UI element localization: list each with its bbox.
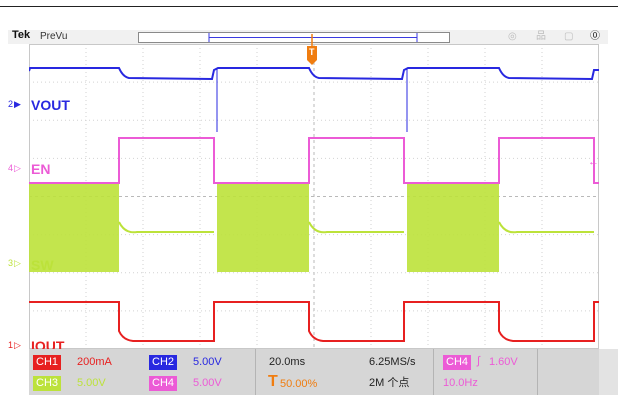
ch2-scale: 5.00V bbox=[193, 356, 222, 368]
ch3-sw-burst bbox=[217, 184, 309, 272]
record-view-bar[interactable] bbox=[138, 32, 450, 43]
waveform-svg bbox=[29, 44, 599, 349]
ch1-iout-trace bbox=[29, 301, 599, 342]
network-icon[interactable]: 品 bbox=[536, 31, 546, 42]
ch2-ground-marker[interactable]: 2 bbox=[8, 99, 14, 109]
ch4-label: EN bbox=[31, 161, 51, 177]
window-icon[interactable]: ▢ bbox=[564, 31, 574, 42]
ch3-sw-trace bbox=[498, 221, 594, 234]
ch3-arrow-icon: ▷ bbox=[14, 258, 21, 268]
readout-divider bbox=[433, 349, 434, 395]
readout-bar: CH1 200mA CH2 5.00V CH3 5.00V CH4 5.00V … bbox=[29, 349, 618, 395]
ch2-badge[interactable]: CH2 bbox=[149, 355, 178, 370]
trigger-source-badge[interactable]: CH4 bbox=[443, 355, 472, 370]
ch4-badge[interactable]: CH4 bbox=[149, 376, 178, 391]
scope-title-bar: Tek PreVu ◎ 品 ▢ ⓪ bbox=[8, 29, 608, 44]
ch3-sw-trace bbox=[308, 221, 404, 234]
ch4-scale: 5.00V bbox=[193, 377, 222, 389]
readout-divider bbox=[255, 349, 256, 395]
ch3-sw-trace bbox=[118, 221, 214, 234]
help-icon[interactable]: ⓪ bbox=[590, 31, 600, 42]
readout-divider bbox=[537, 349, 538, 395]
ch1-arrow-icon: ▷ bbox=[14, 340, 21, 350]
ch2-arrow-icon: ▶ bbox=[14, 99, 21, 109]
ch4-en-trace bbox=[29, 137, 599, 184]
trigger-level-readout: 1.60V bbox=[489, 356, 518, 368]
ch2-vout-trace bbox=[29, 67, 599, 81]
ch3-label: SW bbox=[31, 257, 54, 273]
record-length-readout: 2M 个点 bbox=[369, 377, 410, 389]
ch3-scale: 5.00V bbox=[77, 377, 106, 389]
trigger-frequency-readout: 10.0Hz bbox=[443, 377, 478, 389]
trigger-level-arrow-icon[interactable]: ← bbox=[588, 156, 599, 168]
ch1-ground-marker[interactable]: 1 bbox=[8, 340, 14, 350]
trigger-position-readout: 50.00% bbox=[280, 378, 318, 390]
page-top-rule bbox=[0, 6, 618, 7]
ch1-badge[interactable]: CH1 bbox=[33, 355, 62, 370]
trigger-marker-label: T bbox=[309, 47, 315, 57]
waveform-display bbox=[29, 44, 599, 349]
ch1-scale: 200mA bbox=[77, 356, 112, 368]
acquisition-mode-label: PreVu bbox=[40, 31, 68, 42]
brand-logo: Tek bbox=[12, 29, 31, 41]
readout-side-panel bbox=[599, 349, 618, 395]
ch4-ground-marker[interactable]: 4 bbox=[8, 163, 14, 173]
ch3-ground-marker[interactable]: 3 bbox=[8, 258, 14, 268]
ch3-badge[interactable]: CH3 bbox=[33, 376, 62, 391]
ch3-sw-burst bbox=[407, 184, 499, 272]
trigger-position-glyph-icon: T bbox=[268, 373, 278, 390]
sample-rate-readout: 6.25MS/s bbox=[369, 356, 416, 368]
timebase-readout[interactable]: 20.0ms bbox=[269, 356, 306, 368]
trigger-slope-icon: ∫ bbox=[477, 355, 481, 367]
trigger-position-icon[interactable]: T bbox=[306, 34, 318, 66]
ch3-sw-burst bbox=[29, 184, 119, 272]
ch4-arrow-icon: ▷ bbox=[14, 163, 21, 173]
ch2-label: VOUT bbox=[31, 97, 70, 113]
display-icon[interactable]: ◎ bbox=[508, 31, 517, 42]
